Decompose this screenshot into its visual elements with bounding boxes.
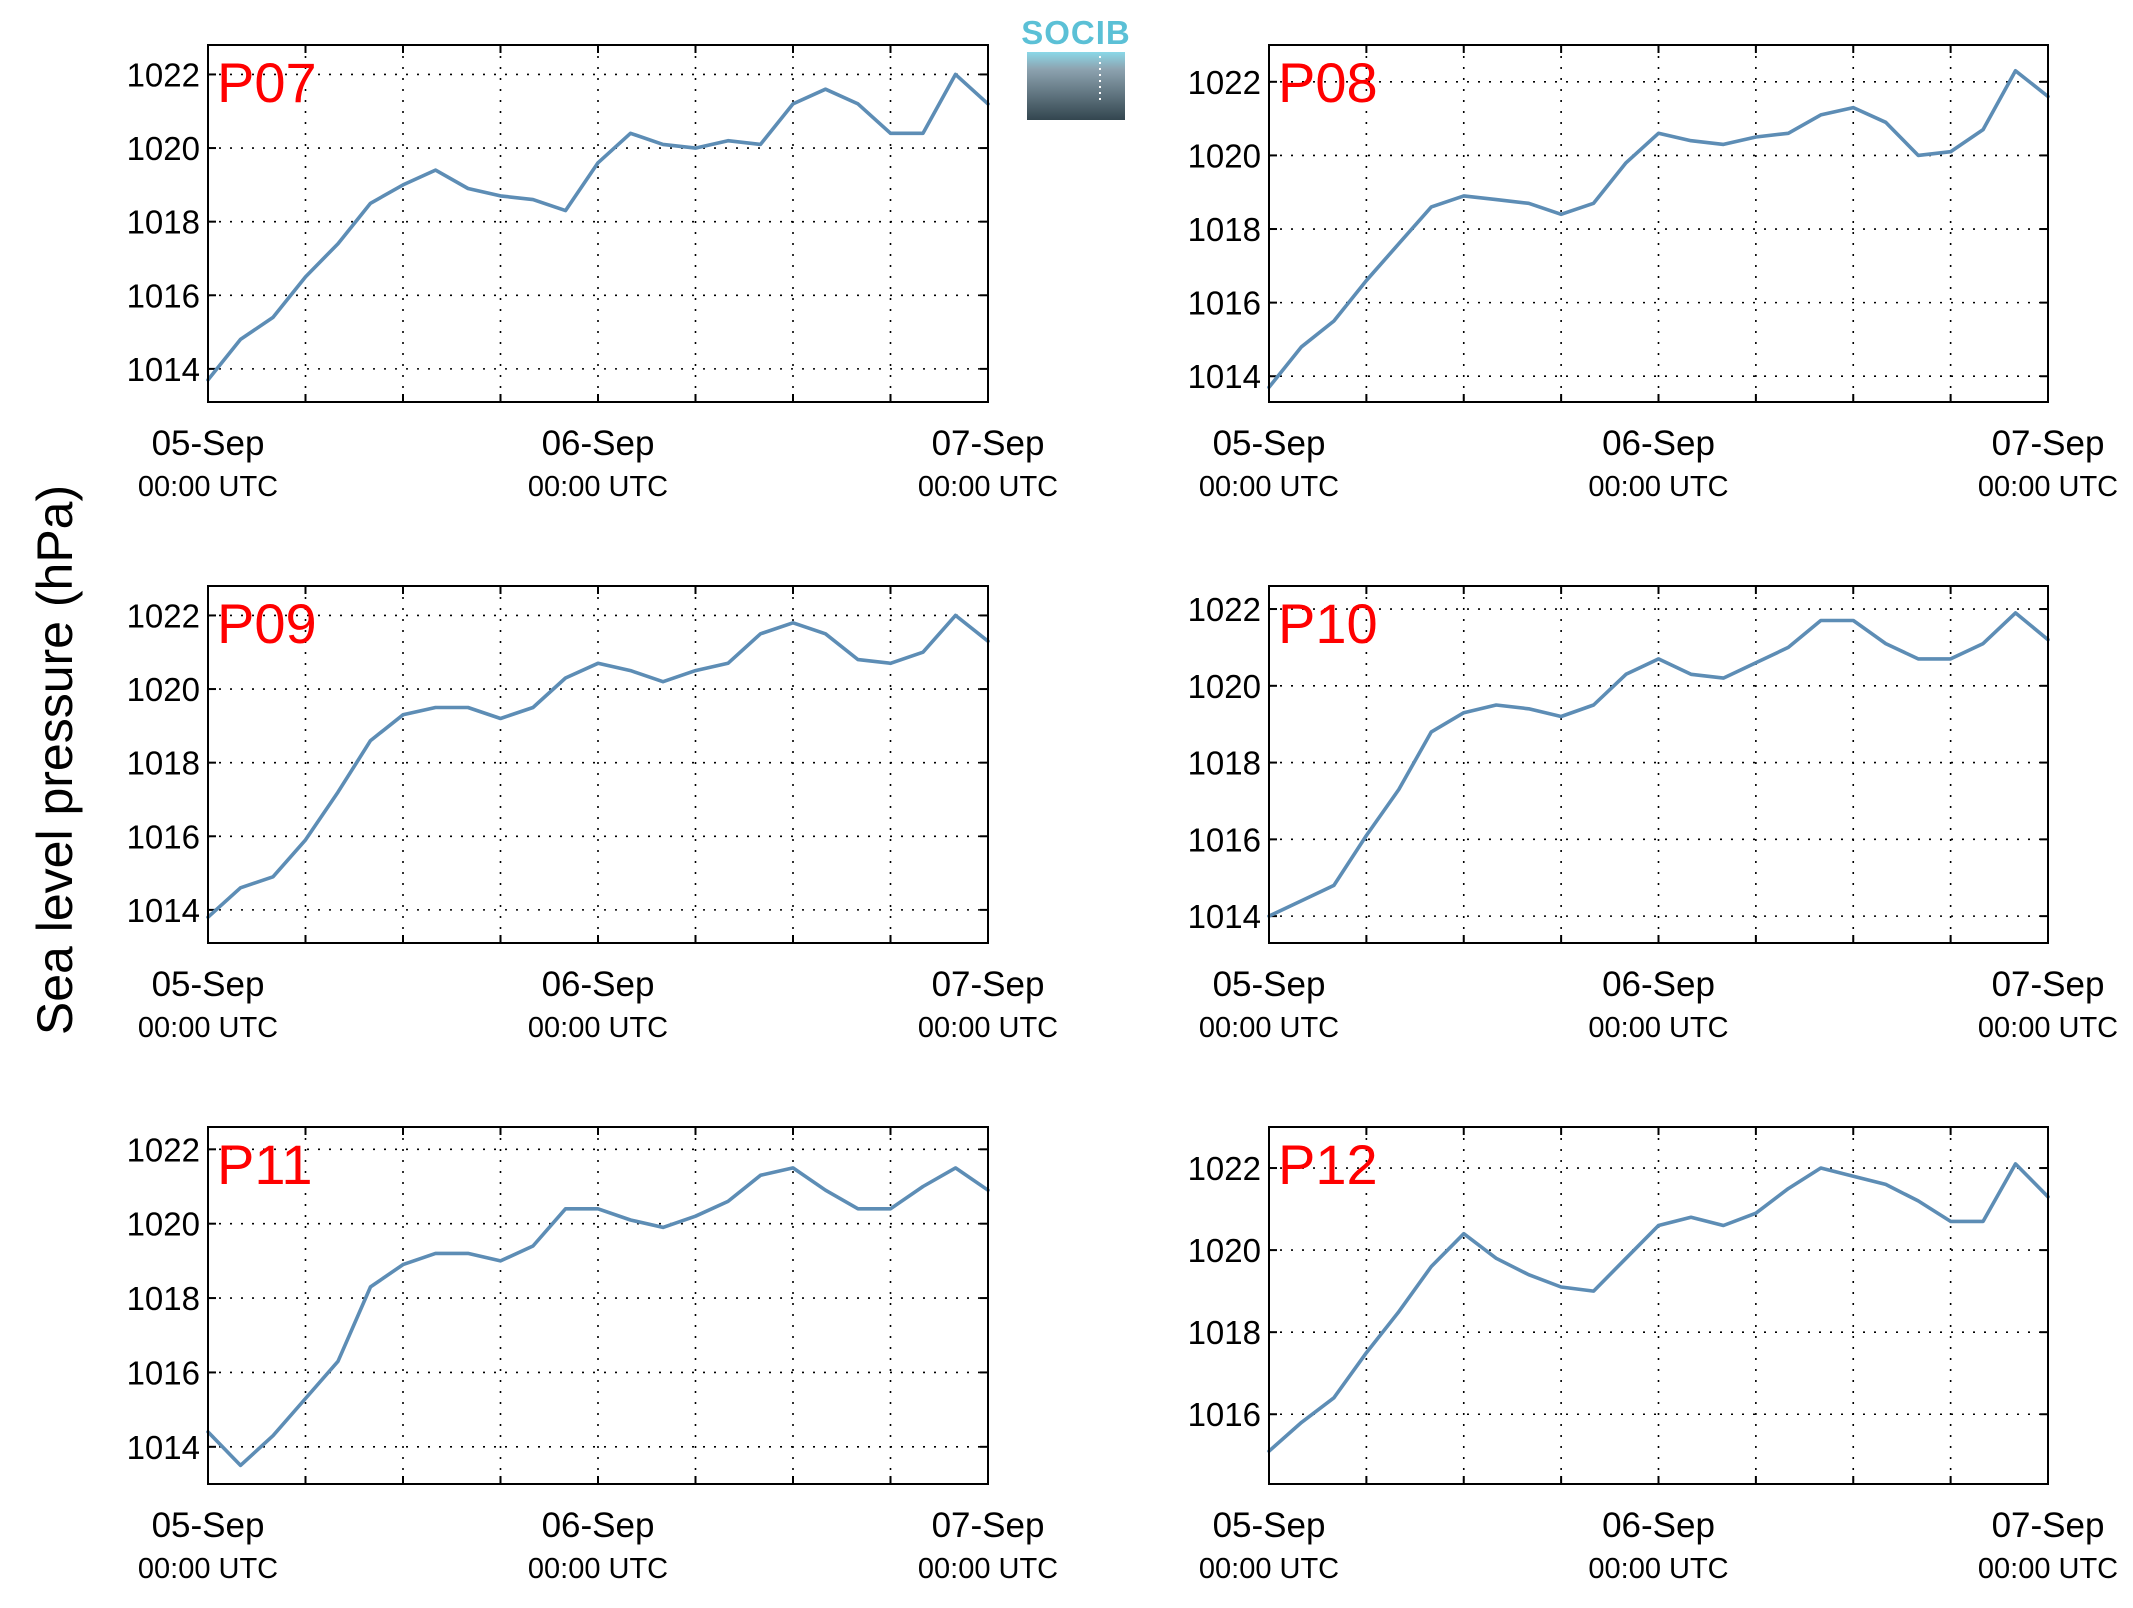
y-tick-label: 1016: [127, 818, 200, 855]
panel-title: P07: [217, 51, 317, 114]
panel-p10: 1014 1016 1018 1020 1022 05-Sep 00:00 UTC 06-Se…: [1188, 585, 2118, 1044]
x-tick-label-date: 05-Sep: [1213, 424, 1326, 463]
series-line-p07: [206, 72, 990, 382]
panel-p08: 1014 1016 1018 1020 1022 05-Sep 00:00 UTC 06-Se…: [1188, 44, 2118, 503]
y-tick-label: 1018: [127, 1280, 200, 1317]
y-tick-label: 1016: [1188, 285, 1261, 322]
y-tick-label: 1020: [127, 130, 200, 167]
x-tick-label-date: 07-Sep: [932, 424, 1045, 463]
y-tick-label: 1014: [1188, 898, 1261, 935]
x-tick-label-time: 00:00 UTC: [1978, 471, 2118, 503]
x-tick-label-date: 07-Sep: [1992, 424, 2105, 463]
series-line-p11: [206, 1166, 990, 1468]
y-tick-label: 1020: [1188, 137, 1261, 174]
series-line-p12: [1267, 1162, 2050, 1453]
y-tick-label: 1014: [1188, 358, 1261, 395]
y-tick-label: 1016: [127, 1354, 200, 1391]
x-tick-label-date: 06-Sep: [1602, 1506, 1715, 1545]
plot-frame: [1268, 1126, 2049, 1485]
y-tick-label: 1022: [127, 56, 200, 93]
x-tick-label-date: 06-Sep: [542, 1506, 655, 1545]
x-tick-label-date: 06-Sep: [1602, 424, 1715, 463]
panel-p12: 1016 1018 1020 1022 05-Sep 00:00 UTC 06-Sep 00:…: [1188, 1126, 2118, 1585]
y-tick-label: 1020: [1188, 668, 1261, 705]
x-tick-label-time: 00:00 UTC: [1199, 471, 1339, 503]
x-tick-label-date: 06-Sep: [1602, 965, 1715, 1004]
x-tick-label-date: 05-Sep: [152, 965, 265, 1004]
plot-frame: [1268, 44, 2049, 403]
y-tick-label: 1020: [127, 671, 200, 708]
plot-frame: [1268, 585, 2049, 944]
x-tick-label-time: 00:00 UTC: [918, 1012, 1058, 1044]
panels: 1014 1016 1018 1020 1022 05-Sep 00:00 UTC 06-Se…: [127, 44, 2118, 1585]
x-tick-label-time: 00:00 UTC: [528, 1553, 668, 1585]
panel-p07: 1014 1016 1018 1020 1022 05-Sep 00:00 UTC 06-Se…: [127, 44, 1058, 503]
x-tick-label-date: 06-Sep: [542, 965, 655, 1004]
x-tick-label-time: 00:00 UTC: [528, 471, 668, 503]
y-tick-label: 1018: [1188, 1314, 1261, 1351]
x-tick-label-time: 00:00 UTC: [138, 471, 278, 503]
x-tick-label-date: 07-Sep: [1992, 1506, 2105, 1545]
x-tick-label-date: 05-Sep: [152, 1506, 265, 1545]
x-tick-label-date: 07-Sep: [932, 1506, 1045, 1545]
panel-title: P10: [1278, 592, 1378, 655]
logo-text: SOCIB: [1021, 14, 1131, 51]
x-tick-label-time: 00:00 UTC: [1199, 1553, 1339, 1585]
x-tick-label-time: 00:00 UTC: [138, 1553, 278, 1585]
panel-p11: 1014 1016 1018 1020 1022 05-Sep 00:00 UTC 06-Se…: [127, 1126, 1058, 1585]
y-tick-label: 1014: [127, 351, 200, 388]
y-tick-label: 1016: [1188, 821, 1261, 858]
panel-p09: 1014 1016 1018 1020 1022 05-Sep 00:00 UTC 06-Se…: [127, 585, 1058, 1044]
panel-title: P08: [1278, 51, 1378, 114]
y-tick-label: 1018: [1188, 745, 1261, 782]
x-tick-label-date: 06-Sep: [542, 424, 655, 463]
socib-logo: SOCIB: [1021, 14, 1131, 120]
x-tick-label-date: 05-Sep: [152, 424, 265, 463]
panel-title: P12: [1278, 1133, 1378, 1196]
series-line-p09: [206, 613, 990, 919]
y-tick-label: 1022: [127, 1131, 200, 1168]
panel-title: P11: [217, 1133, 312, 1196]
x-tick-label-date: 07-Sep: [932, 965, 1045, 1004]
x-tick-label-time: 00:00 UTC: [1588, 1553, 1728, 1585]
x-tick-label-date: 05-Sep: [1213, 1506, 1326, 1545]
x-tick-label-time: 00:00 UTC: [1978, 1553, 2118, 1585]
y-tick-label: 1014: [127, 892, 200, 929]
x-tick-label-time: 00:00 UTC: [1978, 1012, 2118, 1044]
series-line-p08: [1267, 69, 2050, 390]
x-tick-label-time: 00:00 UTC: [528, 1012, 668, 1044]
y-tick-label: 1022: [127, 597, 200, 634]
x-tick-label-date: 05-Sep: [1213, 965, 1326, 1004]
y-tick-label: 1022: [1188, 1150, 1261, 1187]
x-tick-label-time: 00:00 UTC: [918, 471, 1058, 503]
y-tick-label: 1016: [1188, 1396, 1261, 1433]
y-tick-label: 1018: [127, 745, 200, 782]
y-tick-label: 1022: [1188, 64, 1261, 101]
y-tick-label: 1020: [127, 1206, 200, 1243]
x-tick-label-time: 00:00 UTC: [1588, 471, 1728, 503]
x-tick-label-time: 00:00 UTC: [138, 1012, 278, 1044]
y-tick-label: 1022: [1188, 591, 1261, 628]
figure-ylabel: Sea level pressure (hPa): [27, 485, 83, 1035]
plot-frame: [207, 44, 989, 403]
plot-frame: [207, 585, 989, 944]
y-tick-label: 1018: [127, 204, 200, 241]
x-tick-label-time: 00:00 UTC: [918, 1553, 1058, 1585]
panel-title: P09: [217, 592, 317, 655]
x-tick-label-time: 00:00 UTC: [1199, 1012, 1339, 1044]
series-line-p10: [1267, 611, 2050, 918]
y-tick-label: 1020: [1188, 1232, 1261, 1269]
y-tick-label: 1014: [127, 1429, 200, 1466]
x-tick-label-time: 00:00 UTC: [1588, 1012, 1728, 1044]
x-tick-label-date: 07-Sep: [1992, 965, 2105, 1004]
y-tick-label: 1018: [1188, 211, 1261, 248]
logo-mark: [1027, 52, 1125, 120]
y-tick-label: 1016: [127, 277, 200, 314]
plot-frame: [207, 1126, 989, 1485]
